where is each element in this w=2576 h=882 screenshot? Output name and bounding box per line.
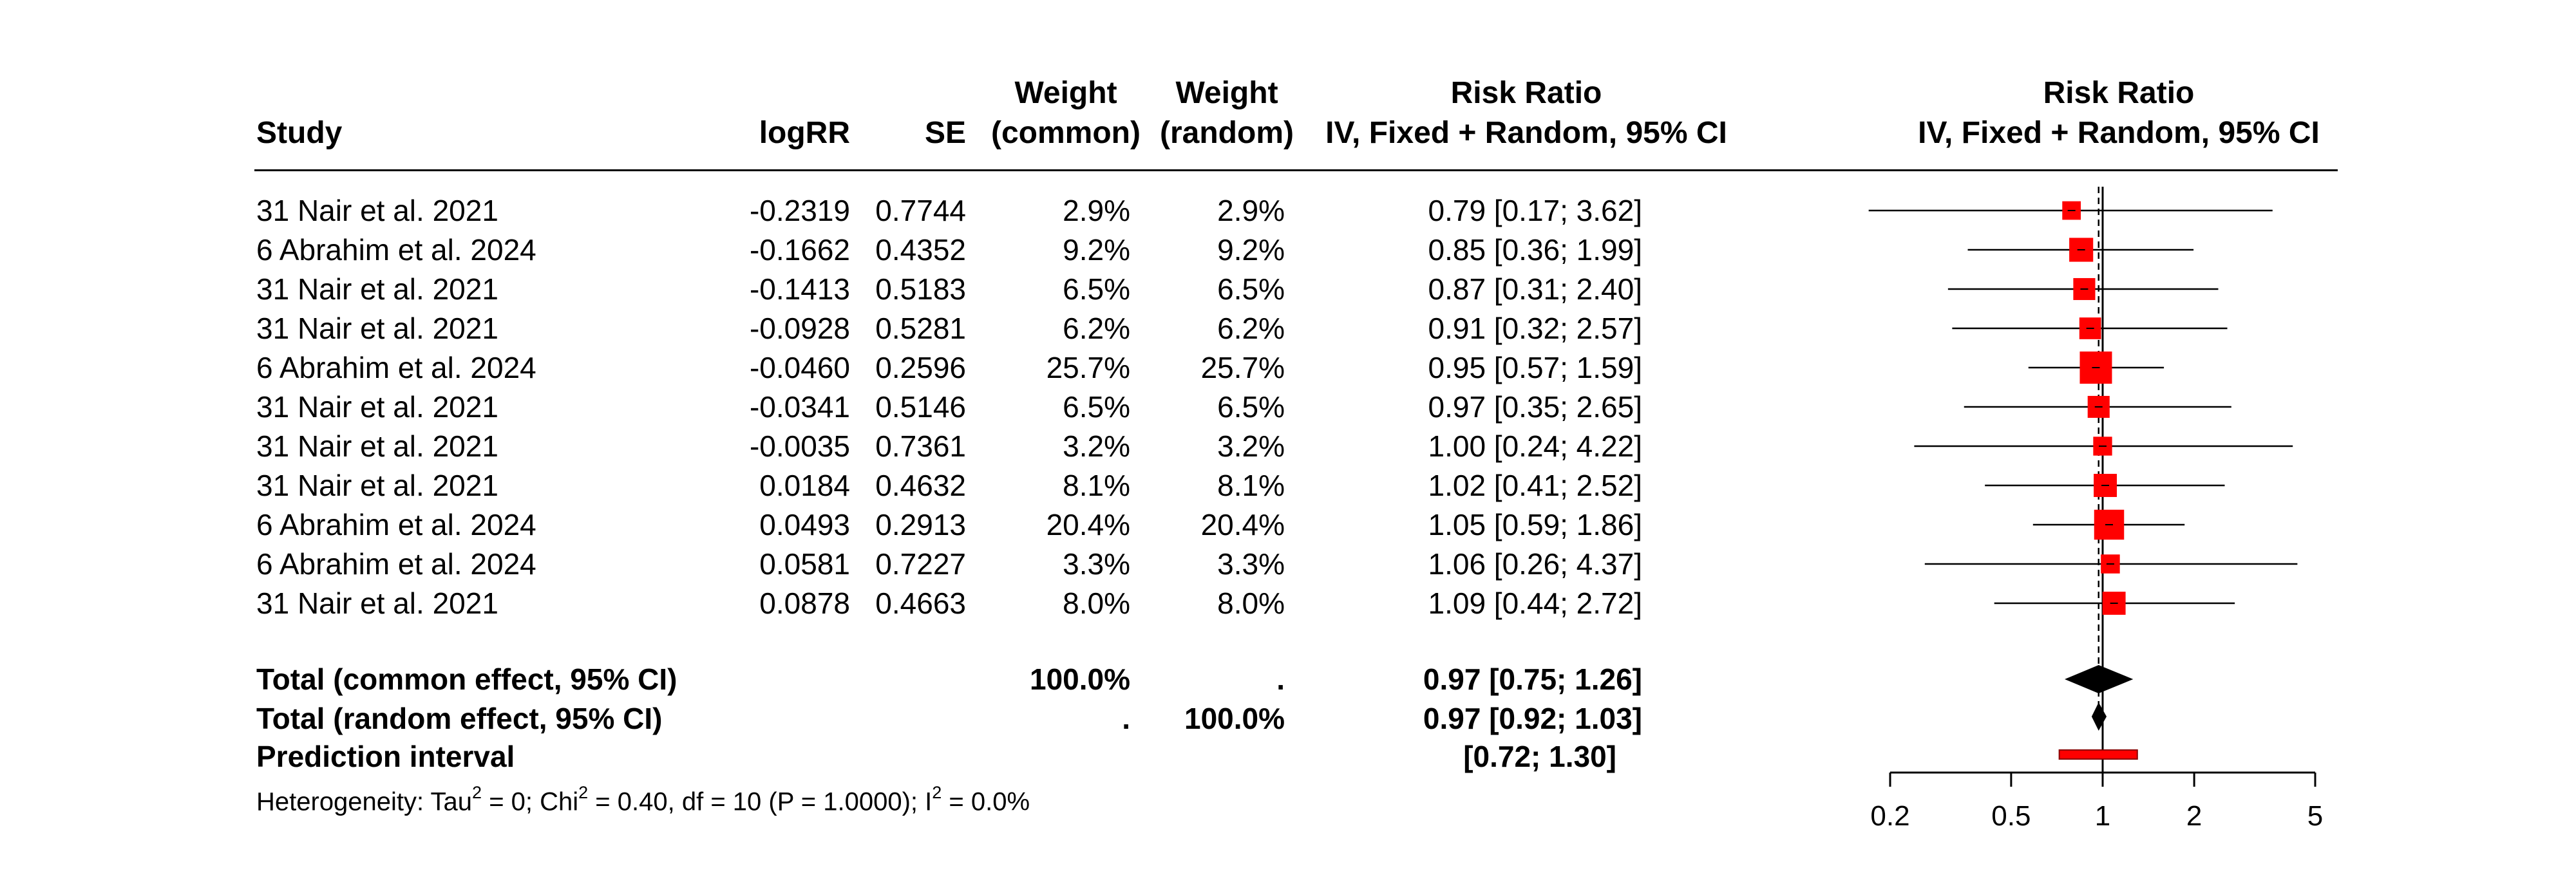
random-effect-weight-common: . (1122, 702, 1130, 735)
header-risk-ratio-2: IV, Fixed + Random, 95% CI (1325, 116, 1727, 150)
prediction-interval-ci: [0.72; 1.30] (1463, 740, 1616, 773)
study-weight-common: 8.0% (1063, 586, 1130, 620)
study-weight-random: 6.2% (1217, 312, 1285, 345)
study-se: 0.4352 (875, 233, 966, 267)
study-ci: 0.91 [0.32; 2.57] (1428, 312, 1643, 345)
study-weight-common: 6.5% (1063, 390, 1130, 424)
random-effect-ci: 0.97 [0.92; 1.03] (1423, 702, 1642, 735)
common-effect-weight-random: . (1276, 662, 1285, 696)
study-logrr: -0.1662 (749, 233, 850, 267)
study-ci: 0.95 [0.57; 1.59] (1428, 351, 1643, 384)
common-effect-weight-common: 100.0% (1029, 662, 1130, 696)
header-study: Study (256, 116, 343, 150)
study-ci: 0.85 [0.36; 1.99] (1428, 233, 1643, 267)
random-effect-diamond (2091, 702, 2107, 731)
header-weight-common-1: Weight (1014, 76, 1117, 110)
common-effect-diamond (2065, 665, 2134, 693)
study-weight-common: 2.9% (1063, 194, 1130, 227)
study-weight-common: 6.5% (1063, 272, 1130, 306)
prediction-interval-bar (2058, 749, 2138, 760)
study-logrr: 0.0581 (759, 547, 850, 581)
study-name: 31 Nair et al. 2021 (256, 390, 498, 424)
study-name: 31 Nair et al. 2021 (256, 312, 498, 345)
study-ci: 1.02 [0.41; 2.52] (1428, 469, 1643, 502)
study-weight-common: 25.7% (1046, 351, 1130, 384)
study-ci: 0.87 [0.31; 2.40] (1428, 272, 1643, 306)
study-ci: 1.05 [0.59; 1.86] (1428, 508, 1643, 541)
study-name: 31 Nair et al. 2021 (256, 272, 498, 306)
random-effect-label: Total (random effect, 95% CI) (256, 702, 663, 735)
study-weight-random: 6.5% (1217, 390, 1285, 424)
heterogeneity-text: Heterogeneity: Tau2 = 0; Chi2 = 0.40, df… (256, 783, 1030, 816)
study-se: 0.7361 (875, 429, 966, 463)
study-weight-common: 9.2% (1063, 233, 1130, 267)
study-se: 0.7744 (875, 194, 966, 227)
header-se: SE (924, 116, 966, 150)
study-se: 0.2913 (875, 508, 966, 541)
header-risk-ratio-1: Risk Ratio (1450, 76, 1602, 110)
study-weight-random: 9.2% (1217, 233, 1285, 267)
header-logrr: logRR (759, 116, 850, 150)
study-name: 6 Abrahim et al. 2024 (256, 233, 536, 267)
study-se: 0.7227 (875, 547, 966, 581)
study-se: 0.5281 (875, 312, 966, 345)
study-se: 0.5146 (875, 390, 966, 424)
study-name: 6 Abrahim et al. 2024 (256, 508, 536, 541)
study-weight-common: 8.1% (1063, 469, 1130, 502)
x-axis-tick-label: 1 (2095, 800, 2110, 832)
header-weight-random-2: (random) (1160, 116, 1294, 150)
study-name: 31 Nair et al. 2021 (256, 586, 498, 620)
study-weight-common: 3.3% (1063, 547, 1130, 581)
common-effect-label: Total (common effect, 95% CI) (256, 662, 677, 696)
study-logrr: -0.1413 (749, 272, 850, 306)
study-weight-common: 6.2% (1063, 312, 1130, 345)
study-logrr: 0.0493 (759, 508, 850, 541)
header-weight-common-2: (common) (991, 116, 1141, 150)
study-se: 0.4632 (875, 469, 966, 502)
study-ci: 0.97 [0.35; 2.65] (1428, 390, 1643, 424)
study-weight-random: 8.0% (1217, 586, 1285, 620)
study-logrr: -0.0035 (749, 429, 850, 463)
x-axis-tick-label: 0.5 (1991, 800, 2031, 832)
study-weight-random: 3.2% (1217, 429, 1285, 463)
study-se: 0.2596 (875, 351, 966, 384)
study-se: 0.5183 (875, 272, 966, 306)
study-weight-random: 2.9% (1217, 194, 1285, 227)
study-logrr: -0.0928 (749, 312, 850, 345)
study-name: 6 Abrahim et al. 2024 (256, 547, 536, 581)
study-logrr: -0.2319 (749, 194, 850, 227)
study-ci: 1.00 [0.24; 4.22] (1428, 429, 1643, 463)
random-effect-weight-random: 100.0% (1184, 702, 1285, 735)
study-weight-random: 3.3% (1217, 547, 1285, 581)
header-plot-risk-ratio-1: Risk Ratio (2043, 76, 2195, 110)
x-axis-tick-label: 2 (2186, 800, 2202, 832)
study-ci: 0.79 [0.17; 3.62] (1428, 194, 1643, 227)
header-divider (254, 169, 2338, 171)
study-logrr: 0.0184 (759, 469, 850, 502)
prediction-interval-label: Prediction interval (256, 740, 515, 773)
study-name: 31 Nair et al. 2021 (256, 469, 498, 502)
header-weight-random-1: Weight (1175, 76, 1278, 110)
study-weight-random: 25.7% (1200, 351, 1285, 384)
study-name: 6 Abrahim et al. 2024 (256, 351, 536, 384)
study-name: 31 Nair et al. 2021 (256, 194, 498, 227)
study-logrr: 0.0878 (759, 586, 850, 620)
study-weight-random: 6.5% (1217, 272, 1285, 306)
study-weight-common: 20.4% (1046, 508, 1130, 541)
study-weight-random: 20.4% (1200, 508, 1285, 541)
study-weight-common: 3.2% (1063, 429, 1130, 463)
study-name: 31 Nair et al. 2021 (256, 429, 498, 463)
study-ci: 1.09 [0.44; 2.72] (1428, 586, 1643, 620)
study-weight-random: 8.1% (1217, 469, 1285, 502)
study-logrr: -0.0341 (749, 390, 850, 424)
study-se: 0.4663 (875, 586, 966, 620)
study-ci: 1.06 [0.26; 4.37] (1428, 547, 1643, 581)
x-axis-tick-label: 0.2 (1870, 800, 1909, 832)
common-effect-ci: 0.97 [0.75; 1.26] (1423, 662, 1642, 696)
study-logrr: -0.0460 (749, 351, 850, 384)
x-axis-tick-label: 5 (2307, 800, 2323, 832)
header-plot-risk-ratio-2: IV, Fixed + Random, 95% CI (1918, 116, 2320, 150)
